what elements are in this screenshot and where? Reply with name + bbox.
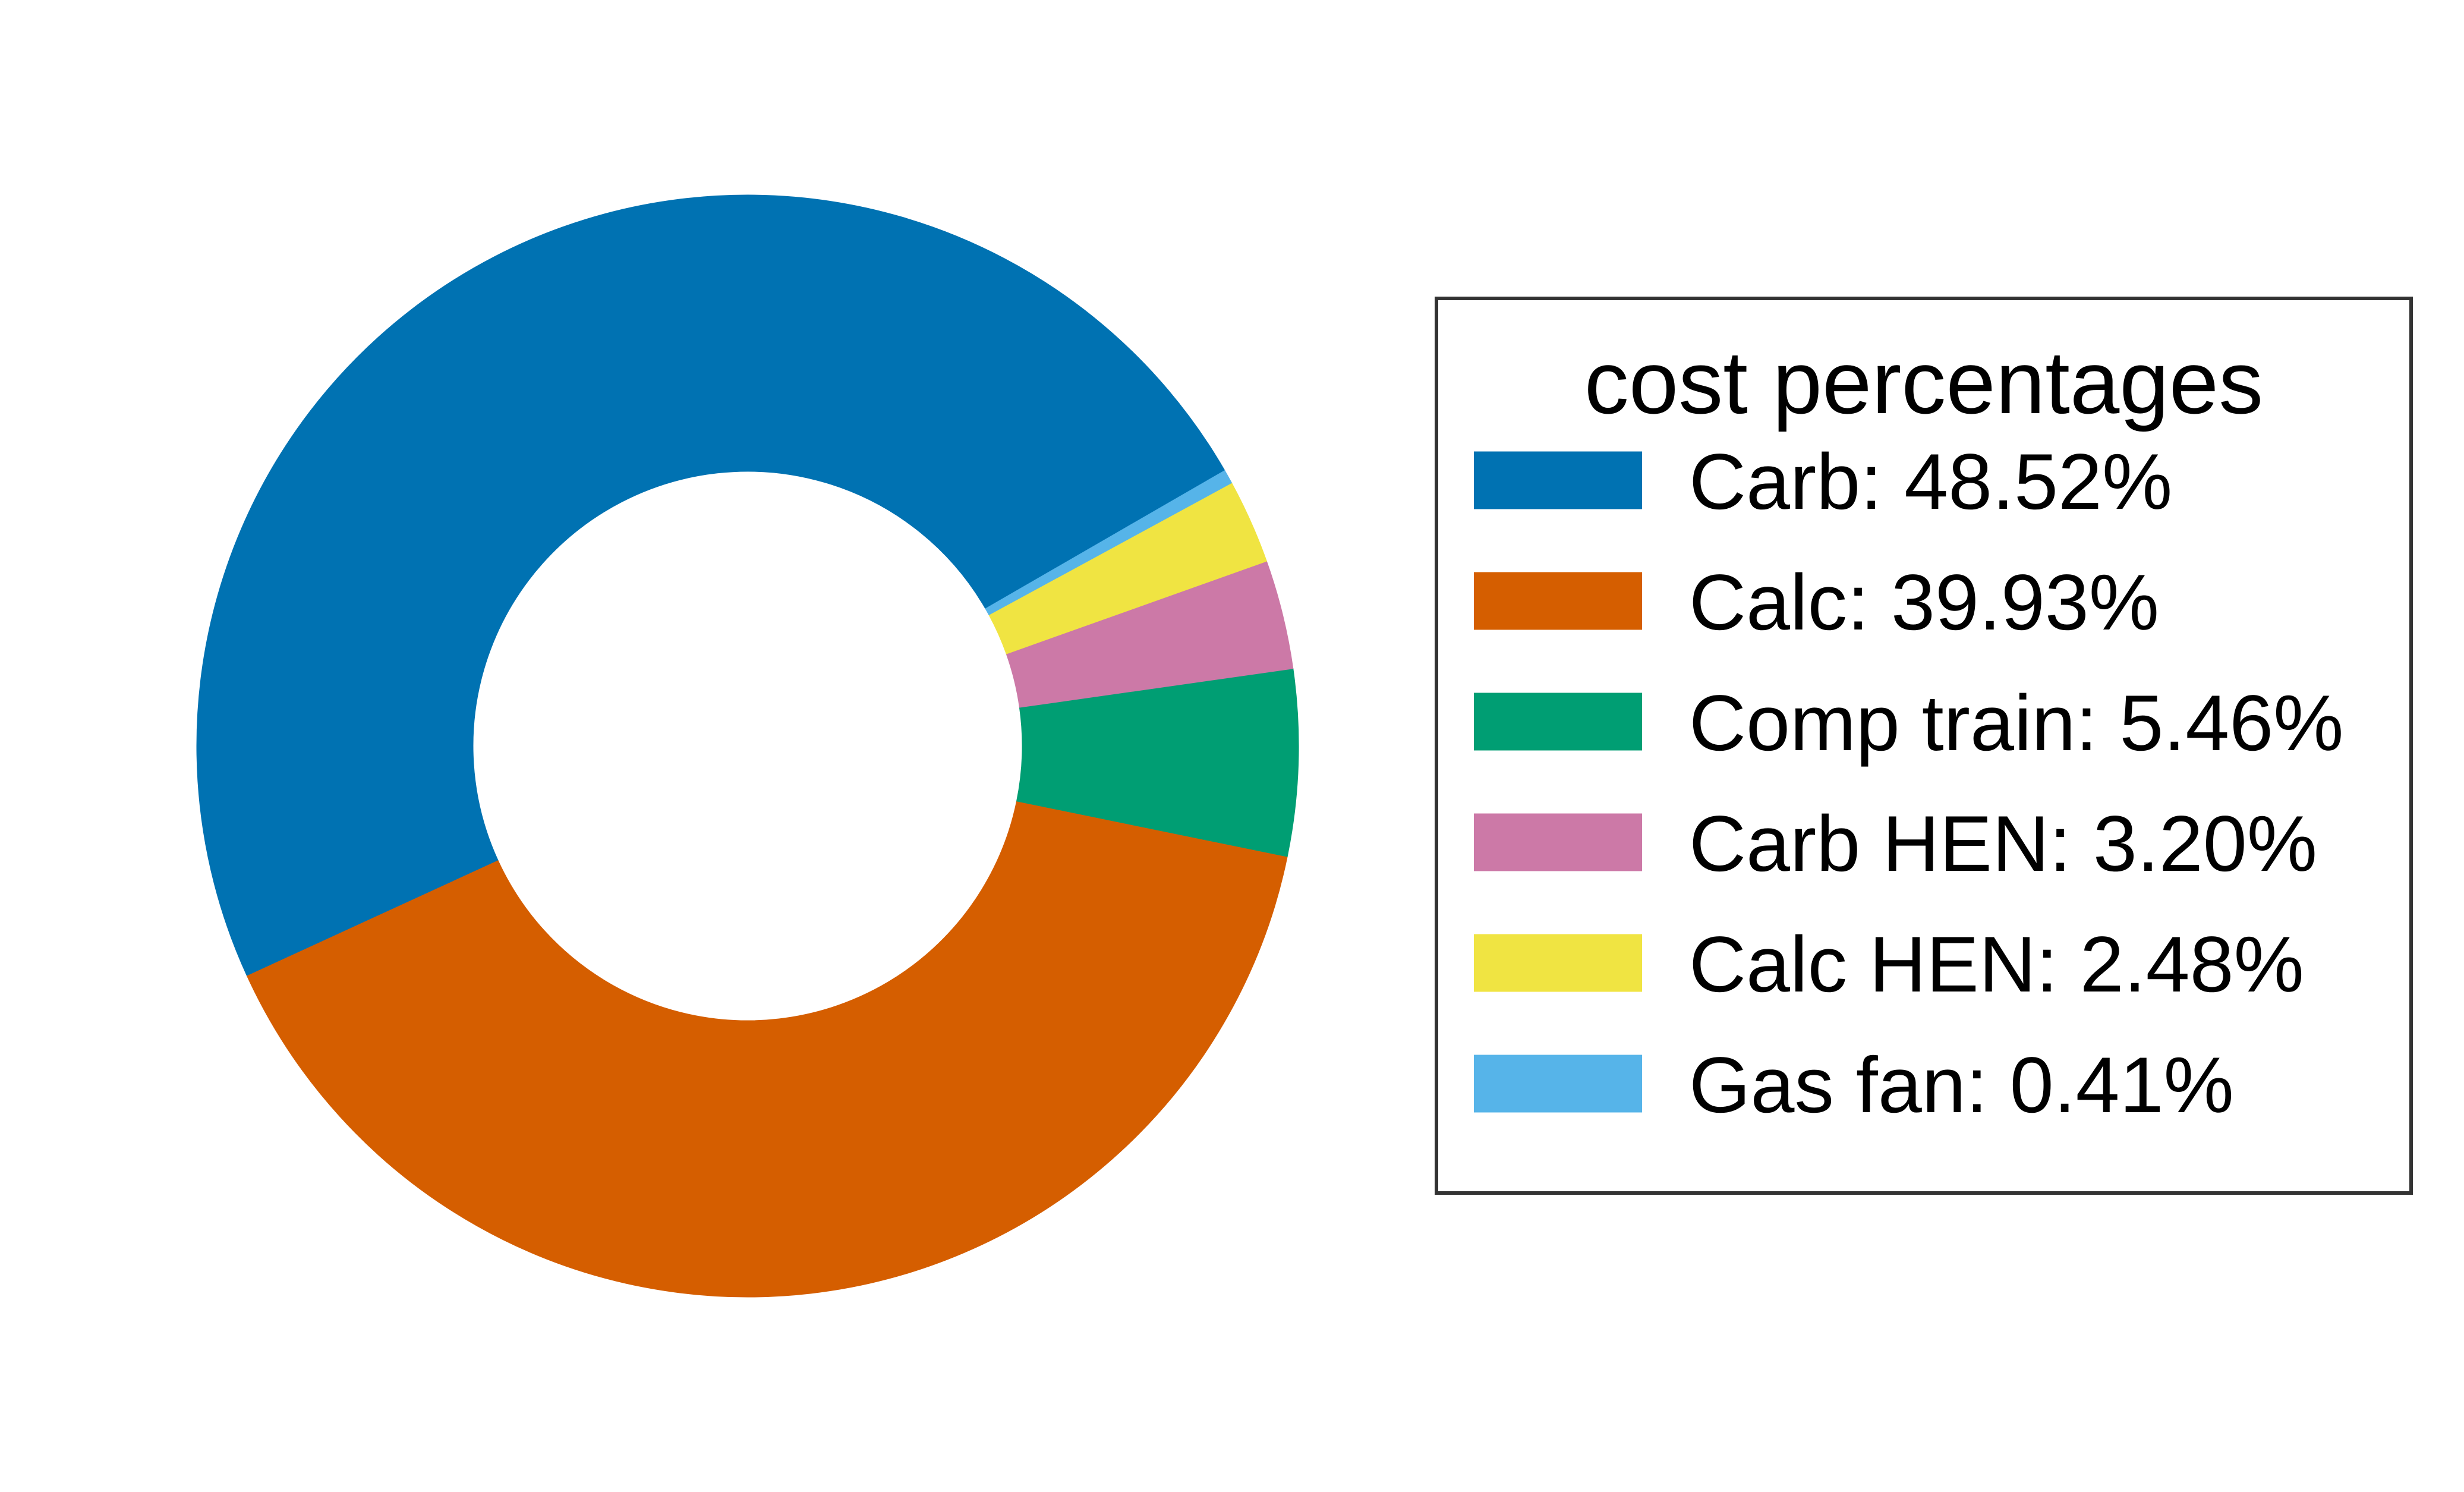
legend-label-carb: Carb: 48.52% [1689,438,2172,526]
slice-carb [196,194,1225,977]
legend-swatch-carb [1474,451,1642,509]
legend: cost percentages Carb: 48.52% Calc: 39.93… [1435,297,2413,1195]
legend-swatch-calc [1474,572,1642,630]
legend-label-calc-hen: Calc HEN: 2.48% [1689,921,2304,1009]
donut-slices [196,194,1299,1298]
legend-label-gas-fan: Gas fan: 0.41% [1689,1041,2234,1129]
legend-swatch-calc-hen [1474,934,1642,992]
legend-swatch-gas-fan [1474,1055,1642,1113]
slice-gas-fan [985,470,1233,616]
legend-swatch-comp-train [1474,693,1642,751]
legend-entries: Carb: 48.52% Calc: 39.93% Comp train: 5.46… [1474,438,2343,1129]
legend-label-comp-train: Comp train: 5.46% [1689,679,2343,767]
legend-title: cost percentages [1584,332,2263,432]
slice-calc [246,801,1288,1298]
legend-label-carb-hen: Carb HEN: 3.20% [1689,800,2317,888]
legend-swatch-carb-hen [1474,813,1642,871]
legend-label-calc: Calc: 39.93% [1689,559,2159,647]
